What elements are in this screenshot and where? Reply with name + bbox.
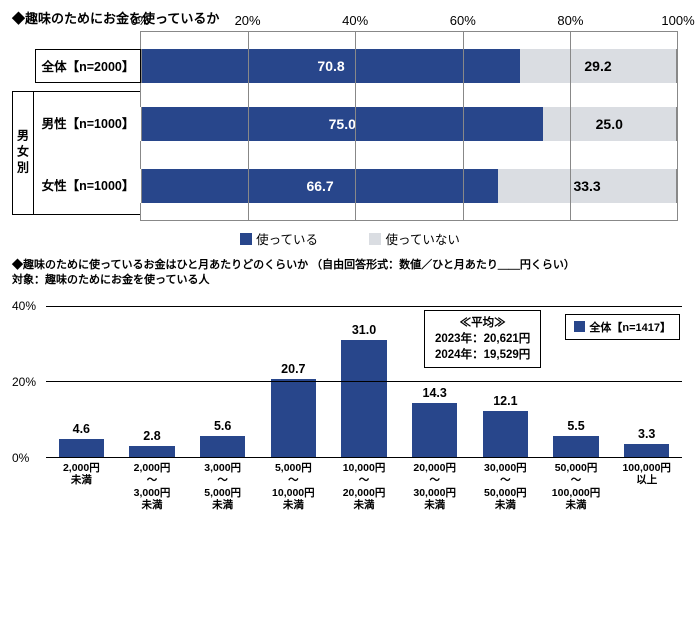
chart1-gridline <box>570 32 571 220</box>
chart1-seg-not-using: 29.2 <box>520 49 676 83</box>
chart1-seg-using: 66.7 <box>142 169 498 203</box>
chart2-title-line2: 対象：趣味のためにお金を使っている人 <box>12 273 688 288</box>
legend-swatch-a <box>240 233 252 245</box>
chart1-tick: 40% <box>342 13 368 28</box>
legend-swatch-b <box>369 233 381 245</box>
chart2-y-tick: 20% <box>12 375 36 389</box>
chart2-bar-value: 20.7 <box>281 362 305 376</box>
chart2-bar-value: 4.6 <box>73 422 90 436</box>
chart1-gridline <box>248 32 249 220</box>
chart1-x-axis: 0%20%40%60%80%100% <box>140 13 678 31</box>
chart1-gridline <box>463 32 464 220</box>
chart2-bar-value: 2.8 <box>143 429 160 443</box>
chart2-bar: 31.0 <box>341 340 386 457</box>
chart2-bar-value: 31.0 <box>352 323 376 337</box>
chart2-bar: 4.6 <box>59 439 104 456</box>
chart2-bar: 20.7 <box>271 379 316 457</box>
chart2: ◆趣味のために使っているお金はひと月あたりどのくらいか （自由回答形式：数値／ひ… <box>12 258 688 526</box>
chart1-seg-not-using: 33.3 <box>498 169 676 203</box>
chart2-bar-value: 3.3 <box>638 427 655 441</box>
chart2-y-tick: 40% <box>12 299 36 313</box>
chart2-x-label: 10,000円～20,000円未満 <box>329 460 400 526</box>
chart2-x-labels: 2,000円未満2,000円～3,000円未満3,000円～5,000円未満5,… <box>46 460 682 526</box>
chart2-x-label: 2,000円～3,000円未満 <box>117 460 188 526</box>
chart2-gridline <box>46 381 682 382</box>
chart2-y-tick: 0% <box>12 451 29 465</box>
chart1-tick: 60% <box>450 13 476 28</box>
chart1-seg-using: 75.0 <box>142 107 543 141</box>
legend-label-b: 使っていない <box>385 233 459 247</box>
legend-label-a: 使っている <box>256 233 318 247</box>
chart2-x-label: 30,000円～50,000円未満 <box>470 460 541 526</box>
chart1-tick: 20% <box>235 13 261 28</box>
chart1-tick: 100% <box>661 13 694 28</box>
legend-item-not-using: 使っていない <box>369 229 459 248</box>
chart2-average-box: ≪平均≫ 2023年：20,621円 2024年：19,529円 <box>424 310 541 368</box>
chart1-bar: 75.025.0 <box>141 107 677 141</box>
chart1-tick: 80% <box>557 13 583 28</box>
chart2-bar: 3.3 <box>624 444 669 456</box>
chart2-x-label: 100,000円以上 <box>611 460 682 526</box>
chart2-gridline <box>46 306 682 307</box>
chart1: 0%20%40%60%80%100% 全体【n=2000】70.829.2男性【… <box>12 31 688 221</box>
chart2-bar: 12.1 <box>483 411 528 457</box>
chart2-x-label: 2,000円未満 <box>46 460 117 526</box>
chart2-bar-value: 12.1 <box>493 394 517 408</box>
chart2-x-label: 50,000円～100,000円未満 <box>541 460 612 526</box>
legend-item-using: 使っている <box>240 229 318 248</box>
chart2-x-label: 20,000円～30,000円未満 <box>399 460 470 526</box>
chart2-legend: 全体【n=1417】 <box>565 314 680 340</box>
chart2-bar-value: 5.6 <box>214 419 231 433</box>
chart2-bar-value: 5.5 <box>567 419 584 433</box>
chart2-x-label: 3,000円～5,000円未満 <box>187 460 258 526</box>
chart1-tick: 0% <box>131 13 150 28</box>
chart1-legend: 使っている 使っていない <box>12 229 688 248</box>
chart1-group-label: 男女別 <box>15 129 32 177</box>
chart1-plot: 全体【n=2000】70.829.2男性【n=1000】75.025.0女性【n… <box>140 31 678 221</box>
chart2-bar: 5.6 <box>200 436 245 457</box>
avg-heading: ≪平均≫ <box>435 315 530 331</box>
chart1-bar: 66.733.3 <box>141 169 677 203</box>
avg-line-2023: 2023年：20,621円 <box>435 331 530 347</box>
chart1-gridline <box>355 32 356 220</box>
chart1-group-label-box: 男女別 <box>12 91 34 215</box>
chart2-legend-label: 全体【n=1417】 <box>589 322 671 334</box>
chart2-bar: 14.3 <box>412 403 457 457</box>
avg-line-2024: 2024年：19,529円 <box>435 347 530 363</box>
chart1-seg-not-using: 25.0 <box>543 107 677 141</box>
chart2-bar-value: 14.3 <box>423 386 447 400</box>
chart1-group-border <box>34 91 140 215</box>
chart2-x-label: 5,000円～10,000円未満 <box>258 460 329 526</box>
chart2-bar: 2.8 <box>129 446 174 457</box>
chart1-row-label: 全体【n=2000】 <box>35 49 141 83</box>
chart2-title-line1: ◆趣味のために使っているお金はひと月あたりどのくらいか （自由回答形式：数値／ひ… <box>12 258 688 273</box>
chart1-bar: 70.829.2 <box>141 49 677 83</box>
chart1-row: 全体【n=2000】70.829.2 <box>13 46 677 86</box>
chart2-area: 4.6 2.8 5.6 20.7 31.0 14.3 12.1 5.5 3.3 2,000円未満… <box>12 296 688 526</box>
chart2-bar: 5.5 <box>553 436 598 457</box>
chart2-legend-swatch <box>574 321 585 332</box>
